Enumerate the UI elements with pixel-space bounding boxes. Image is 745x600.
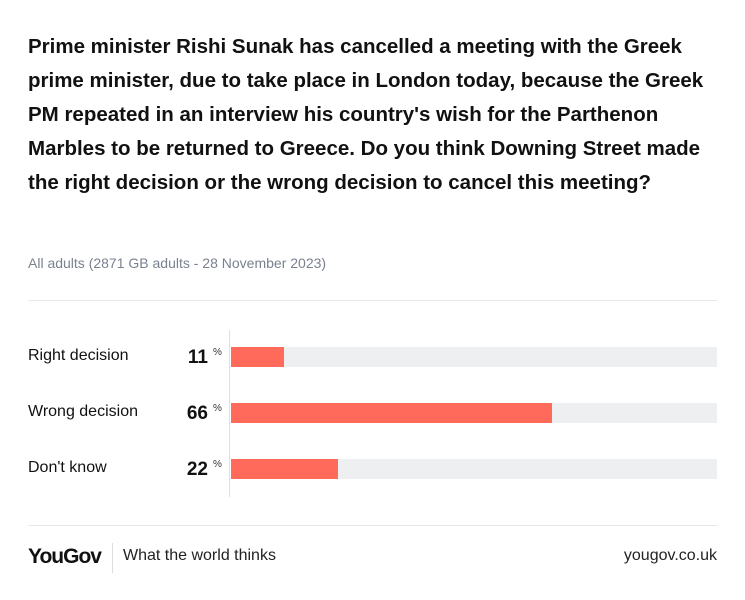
category-label: Wrong decision [28,403,138,420]
yougov-logo: YouGov [28,545,102,568]
bar [231,347,285,367]
percent-sign: % [213,403,222,414]
bar [231,403,552,423]
chart-subtitle: All adults (2871 GB adults - 28 November… [28,255,327,271]
divider-bottom [28,525,717,526]
percent-sign: % [213,347,222,358]
data-label: 22 [186,459,208,480]
percent-sign: % [213,459,222,470]
data-label: 11 [187,347,208,368]
tagline: What the world thinks [123,547,276,564]
axis-line [229,330,230,497]
chart-title: Prime minister Rishi Sunak has cancelled… [28,35,704,194]
category-label: Right decision [28,347,129,364]
bar-track [231,459,717,479]
footer-separator [112,543,113,573]
bar [231,459,338,479]
data-label: 66 [186,403,208,424]
bar-track [231,347,717,367]
category-label: Don't know [28,459,107,476]
site-url[interactable]: yougov.co.uk [623,547,717,564]
bar-track [231,403,717,423]
divider-top [28,300,717,301]
